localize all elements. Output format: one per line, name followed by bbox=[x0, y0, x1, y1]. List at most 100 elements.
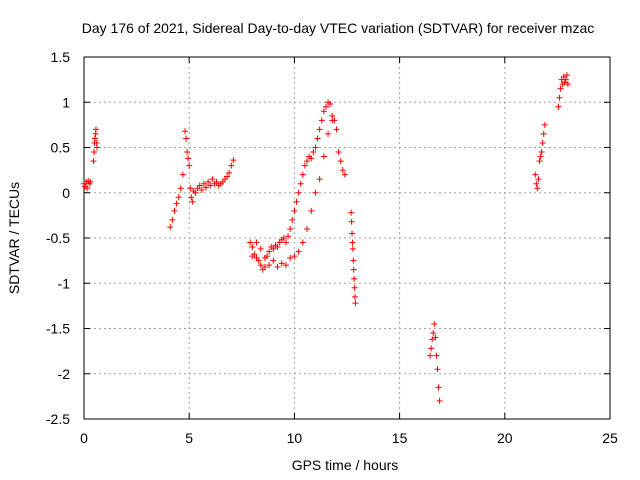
data-point bbox=[435, 384, 442, 391]
series-seg-e1 bbox=[247, 99, 348, 273]
data-point bbox=[537, 153, 544, 160]
data-point bbox=[348, 218, 355, 225]
data-point bbox=[270, 245, 277, 252]
data-point bbox=[316, 176, 323, 183]
data-point bbox=[351, 284, 358, 291]
data-point bbox=[316, 126, 323, 133]
data-point bbox=[430, 330, 437, 337]
data-point bbox=[431, 320, 438, 327]
x-tick-label: 5 bbox=[185, 430, 193, 446]
data-point bbox=[327, 101, 334, 108]
series-seg-h bbox=[532, 121, 548, 192]
data-point bbox=[555, 103, 562, 110]
data-point bbox=[185, 155, 192, 162]
data-point bbox=[301, 162, 308, 169]
data-point bbox=[536, 158, 543, 165]
data-point bbox=[339, 167, 346, 174]
data-point bbox=[187, 185, 194, 192]
data-point bbox=[318, 117, 325, 124]
data-point bbox=[533, 180, 540, 187]
data-point bbox=[427, 352, 434, 359]
data-point bbox=[249, 253, 256, 260]
x-tick-label: 15 bbox=[392, 430, 408, 446]
data-point bbox=[205, 178, 212, 185]
data-point bbox=[299, 171, 306, 178]
data-point bbox=[257, 262, 264, 269]
data-point bbox=[293, 198, 300, 205]
data-point bbox=[351, 275, 358, 282]
data-point bbox=[310, 149, 317, 156]
data-point bbox=[257, 245, 264, 252]
data-point bbox=[351, 293, 358, 300]
data-point bbox=[282, 262, 289, 269]
data-point bbox=[266, 262, 273, 269]
data-point bbox=[291, 207, 298, 214]
y-tick-label: 0 bbox=[62, 185, 70, 201]
data-point bbox=[564, 81, 571, 88]
data-point bbox=[184, 149, 191, 156]
data-point bbox=[175, 194, 182, 201]
data-point bbox=[92, 126, 99, 133]
data-point bbox=[320, 108, 327, 115]
data-point bbox=[434, 366, 441, 373]
data-point bbox=[557, 85, 564, 92]
data-point bbox=[91, 149, 98, 156]
data-point bbox=[308, 155, 315, 162]
x-axis-ticks: 0 5 10 15 20 25 bbox=[80, 57, 618, 446]
data-point bbox=[350, 257, 357, 264]
y-tick-label: 0.5 bbox=[51, 140, 71, 156]
series-seg-d bbox=[181, 128, 237, 205]
data-point bbox=[349, 239, 356, 246]
y-tick-label: 1 bbox=[62, 94, 70, 110]
data-point bbox=[274, 244, 281, 251]
data-point bbox=[429, 336, 436, 343]
data-point bbox=[280, 235, 287, 241]
data-point bbox=[261, 263, 268, 270]
data-point bbox=[352, 300, 359, 307]
data-point bbox=[249, 244, 256, 251]
y-axis-label: SDTVAR / TECUs bbox=[6, 182, 22, 294]
data-point bbox=[304, 158, 311, 165]
data-point bbox=[282, 239, 289, 246]
data-point bbox=[228, 162, 235, 169]
data-point bbox=[278, 260, 285, 267]
data-point bbox=[274, 263, 281, 270]
data-point bbox=[538, 149, 545, 156]
series-seg-e2 bbox=[249, 117, 336, 270]
x-tick-label: 10 bbox=[287, 430, 303, 446]
data-point bbox=[349, 230, 356, 237]
y-tick-label: -1 bbox=[58, 275, 71, 291]
data-point bbox=[189, 198, 196, 205]
series-seg-f bbox=[348, 209, 359, 307]
data-point bbox=[90, 158, 97, 165]
data-point bbox=[322, 103, 329, 110]
data-point bbox=[287, 225, 294, 232]
x-tick-label: 20 bbox=[497, 430, 513, 446]
series-seg-a bbox=[81, 177, 94, 192]
data-point bbox=[84, 185, 91, 192]
data-point bbox=[91, 135, 98, 142]
x-tick-label: 0 bbox=[80, 430, 88, 446]
data-point bbox=[173, 200, 180, 207]
data-point bbox=[350, 266, 357, 273]
data-point bbox=[196, 182, 203, 189]
data-point bbox=[291, 253, 298, 260]
data-point bbox=[312, 189, 319, 196]
x-axis-label: GPS time / hours bbox=[292, 457, 399, 473]
data-point bbox=[270, 257, 277, 264]
plot-frame bbox=[83, 56, 611, 420]
data-point bbox=[314, 135, 321, 142]
data-point bbox=[297, 180, 304, 187]
data-point bbox=[304, 225, 311, 232]
data-point bbox=[289, 216, 296, 223]
data-point bbox=[167, 224, 174, 231]
data-point bbox=[188, 194, 195, 201]
y-tick-label: 1.5 bbox=[51, 49, 71, 65]
data-point bbox=[532, 171, 539, 178]
data-point bbox=[333, 126, 340, 133]
x-tick-label: 25 bbox=[602, 430, 618, 446]
grid-lines bbox=[84, 57, 610, 419]
y-tick-label: -2 bbox=[58, 366, 71, 382]
data-points bbox=[81, 72, 571, 404]
